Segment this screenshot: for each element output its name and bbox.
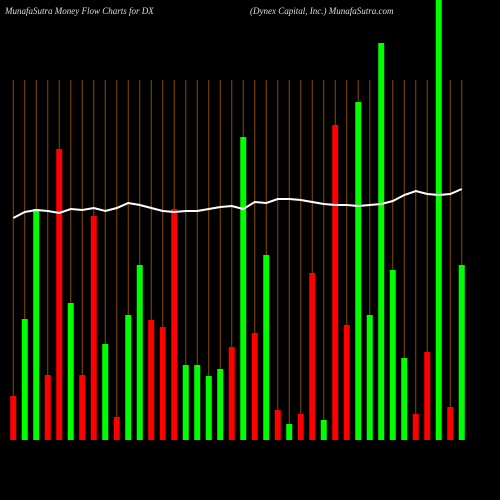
bar [205, 376, 212, 440]
bar [297, 414, 304, 440]
bar [21, 319, 28, 440]
chart-subtitle: (Dynex Capital, Inc.) MunafaSutra.com [250, 6, 394, 16]
bar [447, 407, 454, 440]
bar [56, 149, 63, 440]
bar [309, 273, 316, 440]
bar [389, 270, 396, 440]
bar [458, 265, 465, 440]
bar [159, 327, 166, 440]
bar [67, 303, 74, 440]
bar [251, 333, 258, 440]
bar [79, 375, 86, 440]
bar [240, 137, 247, 440]
bar [274, 410, 281, 440]
bar [33, 209, 40, 440]
bar [102, 344, 109, 440]
bar [435, 0, 442, 440]
bar [424, 352, 431, 440]
bar [228, 347, 235, 440]
bar [217, 369, 224, 440]
bar [263, 255, 270, 440]
chart-title: MunafaSutra Money Flow Charts for DX [4, 6, 154, 16]
bar [194, 365, 201, 440]
bar [366, 315, 373, 440]
bar [320, 420, 327, 440]
bar [343, 325, 350, 440]
bar [125, 315, 132, 440]
bar [332, 125, 339, 440]
bar [44, 375, 51, 440]
bar [171, 209, 178, 440]
money-flow-line [12, 188, 463, 219]
bar [355, 102, 362, 440]
bar [182, 365, 189, 440]
bar [136, 265, 143, 440]
bar [378, 43, 385, 440]
bar [412, 414, 419, 440]
bar [90, 216, 97, 440]
bar [113, 417, 120, 440]
bar [10, 396, 17, 440]
bar [148, 320, 155, 440]
bar [286, 424, 293, 440]
bar [401, 358, 408, 440]
